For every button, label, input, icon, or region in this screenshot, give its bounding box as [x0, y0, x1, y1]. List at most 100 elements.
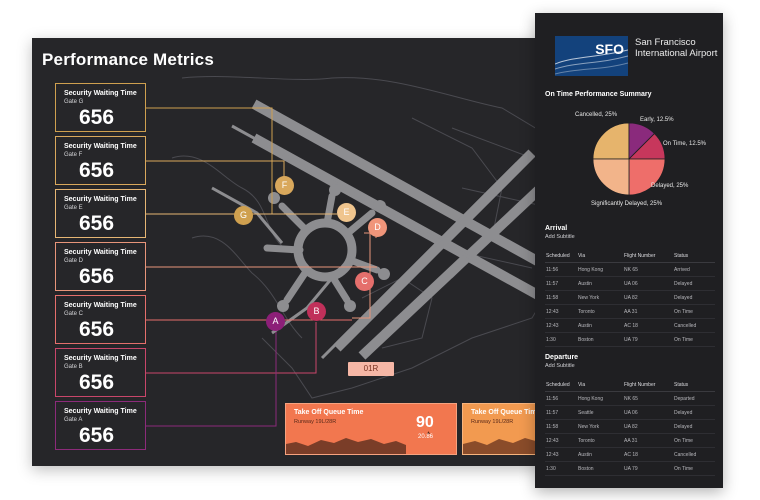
cell-flight: AA 31 [623, 433, 673, 448]
cell-flight: UA 79 [623, 461, 673, 476]
security-card-gate-b[interactable]: Security Waiting Time Gate B 656 [55, 348, 146, 397]
gate-marker-a[interactable]: A [266, 312, 285, 331]
gate-marker-e[interactable]: E [337, 203, 356, 222]
col-flight[interactable]: Flight Number [623, 378, 673, 392]
cell-scheduled: 12:43 [545, 318, 577, 333]
security-card-gate-e[interactable]: Security Waiting Time Gate E 656 [55, 189, 146, 238]
taxiways [211, 124, 519, 360]
gate-marker-d[interactable]: D [368, 218, 387, 237]
queue-runway: Runway 19L/28R [294, 419, 337, 425]
cell-scheduled: 11:56 [545, 262, 577, 277]
cell-scheduled: 11:57 [545, 276, 577, 291]
pie-slice-cancelled[interactable] [592, 122, 630, 160]
card-title: Security Waiting Time [64, 355, 137, 362]
cell-via: Hong Kong [577, 262, 623, 277]
cell-via: Austin [577, 318, 623, 333]
security-card-gate-c[interactable]: Security Waiting Time Gate C 656 [55, 295, 146, 344]
cell-scheduled: 1:30 [545, 461, 577, 476]
cell-via: Boston [577, 332, 623, 347]
table-row[interactable]: 1:30 Boston UA 79 On Time [545, 461, 715, 476]
card-value: 656 [79, 318, 115, 341]
security-card-gate-d[interactable]: Security Waiting Time Gate D 656 [55, 242, 146, 291]
runway-label[interactable]: 01R [348, 362, 394, 376]
table-row[interactable]: 12:43 Austin AC 18 Cancelled [545, 318, 715, 333]
cell-status: Cancelled [673, 318, 715, 333]
cell-status: Arrived [673, 262, 715, 277]
table-header: Scheduled Via Flight Number Status [545, 249, 715, 263]
arrival-title: Arrival [545, 225, 568, 232]
card-value: 656 [79, 106, 115, 129]
cell-status: Departed [673, 391, 715, 406]
pie-slice-delayed[interactable] [628, 158, 666, 196]
pie-label-delayed: Delayed, 25% [651, 183, 689, 189]
cell-status: Delayed [673, 276, 715, 291]
pie-label-significantly-delayed: Significantly Delayed, 25% [591, 201, 663, 207]
cell-flight: UA 82 [623, 419, 673, 434]
table-row[interactable]: 11:58 New York UA 82 Delayed [545, 290, 715, 305]
cell-scheduled: 11:57 [545, 405, 577, 420]
arrival-subtitle[interactable]: Add Subtitle [545, 234, 575, 240]
col-via[interactable]: Via [577, 249, 623, 263]
table-row[interactable]: 1:30 Boston UA 79 On Time [545, 332, 715, 347]
cell-scheduled: 1:30 [545, 332, 577, 347]
cell-scheduled: 11:56 [545, 391, 577, 406]
gate-marker-f[interactable]: F [275, 176, 294, 195]
table-row[interactable]: 11:56 Hong Kong NK 65 Arrived [545, 262, 715, 277]
takeoff-queue-card[interactable]: Take Off Queue Time Runway 19L/28R 90 ▲ … [285, 403, 457, 455]
col-via[interactable]: Via [577, 378, 623, 392]
gate-marker-g[interactable]: G [234, 206, 253, 225]
queue-sparkline [286, 438, 406, 454]
cell-via: New York [577, 419, 623, 434]
cell-flight: UA 79 [623, 332, 673, 347]
airport-map [146, 76, 580, 427]
cell-via: Boston [577, 461, 623, 476]
card-title: Security Waiting Time [64, 249, 137, 256]
cell-via: Hong Kong [577, 391, 623, 406]
gate-marker-c[interactable]: C [355, 272, 374, 291]
cell-status: On Time [673, 332, 715, 347]
col-status[interactable]: Status [673, 249, 715, 263]
cell-via: Austin [577, 447, 623, 462]
cell-scheduled: 11:58 [545, 419, 577, 434]
cell-scheduled: 12:43 [545, 433, 577, 448]
cell-via: New York [577, 290, 623, 305]
col-status[interactable]: Status [673, 378, 715, 392]
cell-flight: AC 18 [623, 318, 673, 333]
terminal [263, 184, 390, 312]
pie-slice-significantly-delayed[interactable] [592, 158, 630, 196]
card-title: Security Waiting Time [64, 408, 137, 415]
cell-status: Delayed [673, 405, 715, 420]
card-gate: Gate C [64, 311, 84, 317]
col-flight[interactable]: Flight Number [623, 249, 673, 263]
logo-code: SFO [595, 41, 624, 57]
sfo-summary-panel: SFO San Francisco International Airport … [535, 13, 723, 488]
performance-dashboard: Performance Metrics [32, 38, 587, 466]
table-row[interactable]: 11:57 Seattle UA 06 Delayed [545, 405, 715, 420]
col-scheduled[interactable]: Scheduled [545, 378, 577, 392]
card-gate: Gate F [64, 152, 83, 158]
cell-status: Delayed [673, 290, 715, 305]
cell-via: Austin [577, 276, 623, 291]
departure-subtitle[interactable]: Add Subtitle [545, 363, 575, 369]
security-card-gate-g[interactable]: Security Waiting Time Gate G 656 [55, 83, 146, 132]
table-row[interactable]: 11:58 New York UA 82 Delayed [545, 419, 715, 434]
col-scheduled[interactable]: Scheduled [545, 249, 577, 263]
card-value: 656 [79, 265, 115, 288]
table-row[interactable]: 12:43 Toronto AA 31 On Time [545, 433, 715, 448]
security-card-gate-a[interactable]: Security Waiting Time Gate A 656 [55, 401, 146, 450]
cell-via: Toronto [577, 304, 623, 319]
security-card-gate-f[interactable]: Security Waiting Time Gate F 656 [55, 136, 146, 185]
sfo-logo: SFO [555, 36, 628, 76]
gate-marker-b[interactable]: B [307, 302, 326, 321]
table-row[interactable]: 12:43 Toronto AA 31 On Time [545, 304, 715, 319]
card-title: Security Waiting Time [64, 302, 137, 309]
trend-up-icon: ▲ [426, 430, 431, 436]
table-row[interactable]: 11:57 Austin UA 06 Delayed [545, 276, 715, 291]
pie-label-cancelled: Cancelled, 25% [575, 112, 618, 118]
table-row[interactable]: 12:43 Austin AC 18 Cancelled [545, 447, 715, 462]
cell-via: Toronto [577, 433, 623, 448]
arrival-table: Scheduled Via Flight Number Status 11:56… [545, 249, 715, 347]
cell-status: On Time [673, 304, 715, 319]
table-row[interactable]: 11:56 Hong Kong NK 65 Departed [545, 391, 715, 406]
cell-flight: NK 65 [623, 262, 673, 277]
